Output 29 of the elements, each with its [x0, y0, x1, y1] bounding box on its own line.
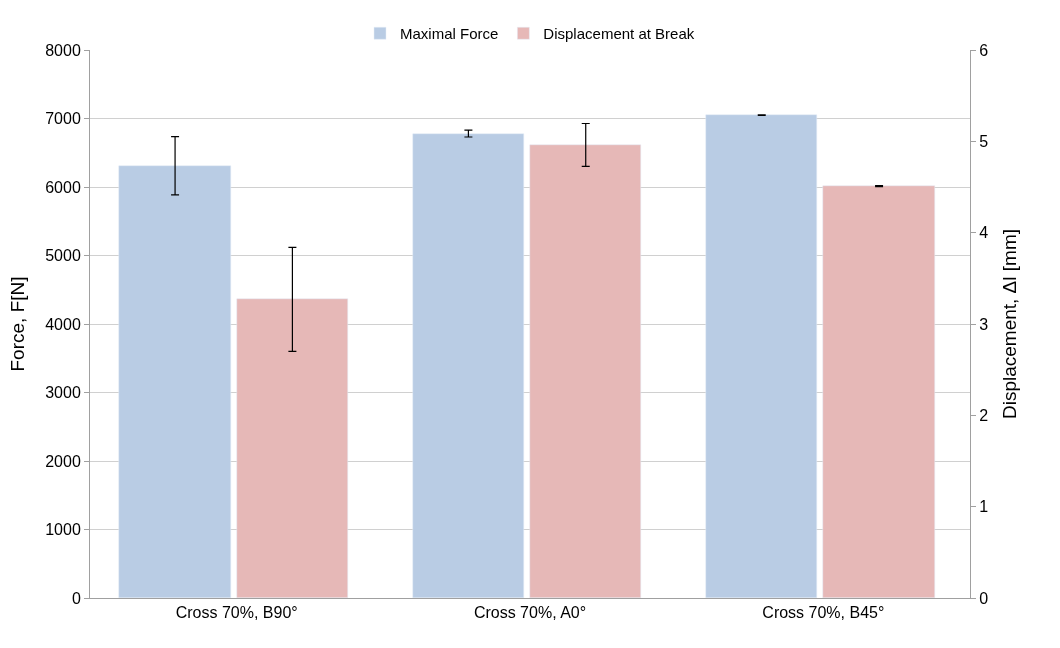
y2-tick-label: 3: [979, 315, 989, 333]
y-tick-label: 3000: [45, 384, 81, 402]
x-tick-label: Cross 70%, B45°: [762, 604, 885, 622]
x-tick-label: Cross 70%, A0°: [473, 604, 587, 622]
legend-label: Displacement at Break: [543, 25, 695, 43]
y-tick-label: 2000: [45, 452, 81, 470]
y2-tick-label: 0: [979, 589, 989, 607]
y2-tick-label: 6: [979, 41, 989, 59]
bar: [529, 144, 641, 598]
y-tick-label: 5000: [45, 247, 81, 265]
y2-tick-label: 4: [979, 224, 989, 242]
y2-tick-label: 5: [979, 132, 989, 150]
y-tick-label: 1000: [45, 521, 81, 539]
y2-tick-label: 1: [979, 498, 989, 516]
x-tick-label: Cross 70%, B90°: [175, 604, 298, 622]
legend-label: Maximal Force: [400, 25, 499, 43]
bar: [236, 298, 348, 598]
y-tick-label: 0: [71, 589, 81, 607]
y-tick-label: 4000: [45, 315, 81, 333]
y-axis-title: Force, F[N]: [7, 276, 29, 372]
y-tick-label: 8000: [45, 41, 81, 59]
y-tick-label: 7000: [45, 110, 81, 128]
y2-tick-label: 2: [979, 406, 989, 424]
y-tick-label: 6000: [45, 178, 81, 196]
y2-axis-title: Displacement, Δl [mm]: [999, 228, 1020, 420]
bar: [822, 185, 935, 598]
bar: [705, 114, 817, 598]
bar: [118, 165, 231, 598]
bar: [412, 133, 524, 598]
